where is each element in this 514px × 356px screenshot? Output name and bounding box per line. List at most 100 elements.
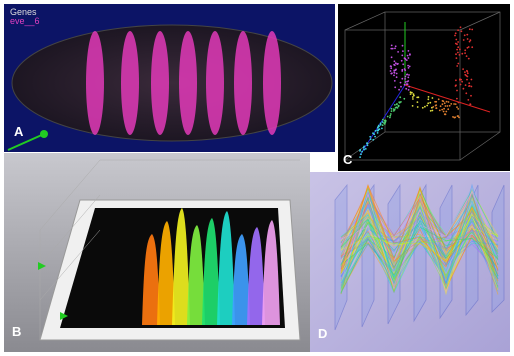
- point: [449, 105, 451, 107]
- point: [396, 76, 398, 78]
- point: [456, 90, 458, 92]
- point: [382, 119, 384, 121]
- point: [469, 85, 471, 87]
- point: [435, 104, 437, 106]
- stripe: [179, 31, 197, 135]
- legend-entry: eve__6: [10, 16, 40, 26]
- point: [457, 46, 459, 48]
- point: [397, 51, 399, 53]
- panel-d: D: [310, 172, 510, 352]
- point: [394, 72, 396, 74]
- point: [430, 110, 432, 112]
- page: Genes eve__6 A C B: [0, 0, 514, 356]
- point: [405, 81, 407, 83]
- point: [391, 56, 393, 58]
- point: [397, 107, 399, 109]
- point: [367, 142, 369, 144]
- point: [360, 153, 362, 155]
- point: [374, 136, 376, 138]
- point: [456, 57, 458, 59]
- point: [455, 84, 457, 86]
- point: [468, 58, 470, 60]
- point: [382, 121, 384, 123]
- point: [403, 98, 405, 100]
- point: [455, 32, 457, 34]
- point: [411, 92, 413, 94]
- point: [400, 82, 402, 84]
- point: [467, 38, 469, 40]
- point: [448, 101, 450, 103]
- point: [384, 123, 386, 125]
- point: [469, 28, 471, 30]
- point: [407, 65, 409, 67]
- point: [464, 34, 466, 36]
- point: [459, 78, 461, 80]
- point: [404, 78, 406, 80]
- point: [406, 74, 408, 76]
- point: [412, 105, 414, 107]
- point: [456, 43, 458, 45]
- point: [399, 96, 401, 98]
- point: [432, 110, 434, 112]
- point: [466, 55, 468, 57]
- point: [401, 60, 403, 62]
- point: [408, 67, 410, 69]
- point: [404, 69, 406, 71]
- point: [458, 117, 460, 119]
- point: [447, 105, 449, 107]
- point: [467, 72, 469, 74]
- point: [471, 86, 473, 88]
- point: [396, 103, 398, 105]
- point: [442, 103, 444, 105]
- point: [407, 83, 409, 85]
- point: [432, 97, 434, 99]
- point: [459, 48, 461, 50]
- point: [385, 120, 387, 122]
- point: [445, 114, 447, 116]
- point: [377, 132, 379, 134]
- point: [391, 108, 393, 110]
- point: [435, 101, 437, 103]
- point: [461, 30, 463, 32]
- point: [375, 130, 377, 132]
- point: [465, 92, 467, 94]
- point: [459, 54, 461, 56]
- point: [457, 29, 459, 31]
- point: [367, 144, 369, 146]
- point: [457, 63, 459, 65]
- point: [450, 103, 452, 105]
- point: [466, 34, 468, 36]
- point: [398, 101, 400, 103]
- point: [410, 93, 412, 95]
- point: [402, 45, 404, 47]
- point: [444, 102, 446, 104]
- point: [377, 126, 379, 128]
- point: [424, 106, 426, 108]
- point: [389, 115, 391, 117]
- point: [417, 106, 419, 108]
- point: [426, 105, 428, 107]
- stripe: [151, 31, 169, 135]
- point: [442, 100, 444, 102]
- point: [456, 49, 458, 51]
- point: [391, 45, 393, 47]
- point: [381, 127, 383, 129]
- point: [453, 103, 455, 105]
- point: [409, 53, 411, 55]
- point: [404, 84, 406, 86]
- point: [359, 156, 361, 158]
- point: [445, 105, 447, 107]
- point: [401, 78, 403, 80]
- point: [471, 29, 473, 31]
- point: [438, 98, 440, 100]
- point: [454, 117, 456, 119]
- figure: Genes eve__6 A C B: [0, 0, 514, 356]
- point: [389, 117, 391, 119]
- point: [446, 101, 448, 103]
- point: [397, 63, 399, 65]
- point: [391, 110, 393, 112]
- point: [458, 102, 460, 104]
- point: [402, 63, 404, 65]
- point: [412, 98, 414, 100]
- axis-knob: [40, 130, 48, 138]
